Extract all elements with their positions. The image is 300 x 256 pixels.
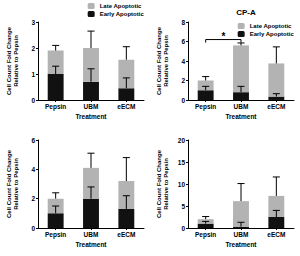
svg-text:eECM: eECM [117,231,135,238]
svg-text:5: 5 [181,203,185,210]
svg-text:eECM: eECM [267,231,285,238]
svg-text:Relative to Pepsin: Relative to Pepsin [163,35,169,87]
svg-text:0: 0 [181,97,185,104]
svg-text:2: 2 [31,195,35,202]
svg-text:0: 0 [31,225,35,232]
svg-text:Relative to Pepsin: Relative to Pepsin [13,35,19,87]
svg-text:Pepsin: Pepsin [45,103,66,111]
svg-text:Treatment: Treatment [75,113,107,120]
svg-text:UBM: UBM [234,231,249,238]
svg-text:20: 20 [178,137,186,144]
svg-text:Late Apoptotic: Late Apoptotic [100,3,142,9]
svg-text:8: 8 [181,19,185,26]
svg-text:Cell Count Fold Change: Cell Count Fold Change [156,149,162,218]
svg-text:Late Apoptotic: Late Apoptotic [250,23,292,29]
svg-text:Treatment: Treatment [225,113,257,120]
svg-text:CP-A: CP-A [236,8,256,17]
svg-text:10: 10 [178,181,186,188]
svg-text:0: 0 [31,97,35,104]
svg-text:6: 6 [31,137,35,144]
svg-text:eECM: eECM [267,103,285,110]
svg-text:UBM: UBM [84,231,99,238]
svg-text:UBM: UBM [234,103,249,110]
svg-text:Pepsin: Pepsin [195,231,216,239]
svg-text:1: 1 [31,71,35,78]
svg-text:Cell Count Fold Change: Cell Count Fold Change [6,149,12,218]
svg-text:Early Apoptotic: Early Apoptotic [250,31,295,37]
svg-text:Cell Count Fold Change: Cell Count Fold Change [156,26,162,95]
svg-text:Treatment: Treatment [75,241,107,248]
svg-text:Early Apoptotic: Early Apoptotic [100,11,145,17]
svg-text:0: 0 [181,225,185,232]
svg-text:Treatment: Treatment [225,241,257,248]
svg-text:Relative to Pepsin: Relative to Pepsin [163,158,169,210]
svg-text:*: * [221,31,225,42]
svg-text:3: 3 [31,19,35,26]
svg-text:2: 2 [181,77,185,84]
svg-text:4: 4 [31,166,35,173]
svg-text:2: 2 [31,45,35,52]
svg-text:Pepsin: Pepsin [195,103,216,111]
svg-text:6: 6 [181,38,185,45]
svg-text:Cell Count Fold Change: Cell Count Fold Change [6,26,12,95]
svg-text:eECM: eECM [117,103,135,110]
svg-text:Relative to Pepsin: Relative to Pepsin [13,158,19,210]
svg-text:Pepsin: Pepsin [45,231,66,239]
svg-text:UBM: UBM [84,103,99,110]
svg-text:15: 15 [178,159,186,166]
svg-text:4: 4 [181,58,185,65]
